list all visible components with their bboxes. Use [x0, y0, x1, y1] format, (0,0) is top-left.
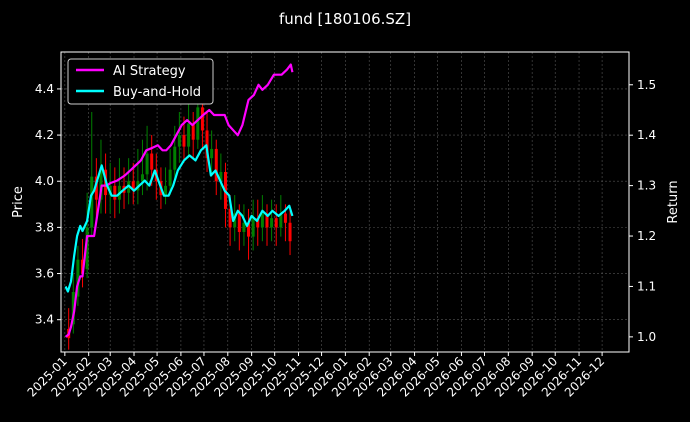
- candle-body: [196, 107, 200, 140]
- candle-body: [214, 148, 218, 182]
- candle-body: [200, 107, 204, 131]
- candle-body: [233, 213, 237, 228]
- legend-label-bh: Buy-and-Hold: [113, 85, 201, 100]
- candle-body: [150, 153, 154, 170]
- candle-body: [205, 130, 209, 159]
- candle-body: [219, 172, 223, 182]
- candle-body: [260, 213, 264, 228]
- candle-body: [71, 292, 75, 325]
- candle-body: [256, 218, 260, 228]
- y-right-tick-label: 1.1: [637, 279, 656, 293]
- candle-body: [145, 153, 149, 175]
- y-right-tick-label: 1.3: [637, 179, 656, 193]
- candle-body: [164, 185, 168, 196]
- candle-body: [173, 146, 177, 170]
- y-left-tick-label: 4.4: [35, 82, 54, 96]
- candle-body: [99, 169, 103, 200]
- ai-strategy-line: [64, 63, 294, 338]
- y-left-tick-label: 3.8: [35, 220, 54, 234]
- y-right-tick-label: 1.0: [637, 330, 656, 344]
- buy-and-hold-line: [64, 144, 294, 293]
- chart-title: fund [180106.SZ]: [279, 10, 411, 28]
- candle-body: [90, 176, 94, 228]
- candle-body: [182, 135, 186, 147]
- y-right-tick-label: 1.4: [637, 128, 656, 142]
- candle-body: [85, 227, 89, 269]
- y-left-tick-label: 4.0: [35, 174, 54, 188]
- candle-body: [76, 259, 80, 297]
- legend-label-ai: AI Strategy: [113, 64, 186, 79]
- series-lines: [64, 63, 294, 338]
- candle-body: [177, 135, 181, 147]
- y-axis-left-label: Price: [11, 186, 26, 218]
- candle-body: [247, 222, 251, 237]
- candle-body: [265, 213, 269, 228]
- candle-body: [94, 176, 98, 200]
- legend-box: [67, 58, 214, 105]
- candle-body: [283, 213, 287, 223]
- candle-body: [210, 148, 214, 159]
- candle-body: [251, 218, 255, 237]
- y-right-tick-label: 1.5: [637, 78, 656, 92]
- candle-body: [187, 123, 191, 147]
- candle-body: [113, 185, 117, 200]
- y-right-tick-label: 1.2: [637, 229, 656, 243]
- candle-body: [131, 181, 135, 191]
- candle-body: [270, 218, 274, 228]
- y-left-tick-label: 3.6: [35, 267, 54, 281]
- y-left-tick-label: 4.2: [35, 128, 54, 142]
- candle-body: [288, 222, 292, 242]
- candle-body: [228, 208, 232, 228]
- y-left-tick-label: 3.4: [35, 313, 54, 327]
- candle-body: [191, 123, 195, 140]
- y-axis-right-label: Return: [666, 180, 681, 223]
- candle-body: [279, 213, 283, 228]
- candle-body: [168, 169, 172, 186]
- candle-body: [237, 213, 241, 232]
- legend: AI Strategy Buy-and-Hold: [67, 58, 214, 105]
- candle-body: [140, 174, 144, 182]
- candle-body: [242, 222, 246, 232]
- candle-body: [274, 218, 278, 228]
